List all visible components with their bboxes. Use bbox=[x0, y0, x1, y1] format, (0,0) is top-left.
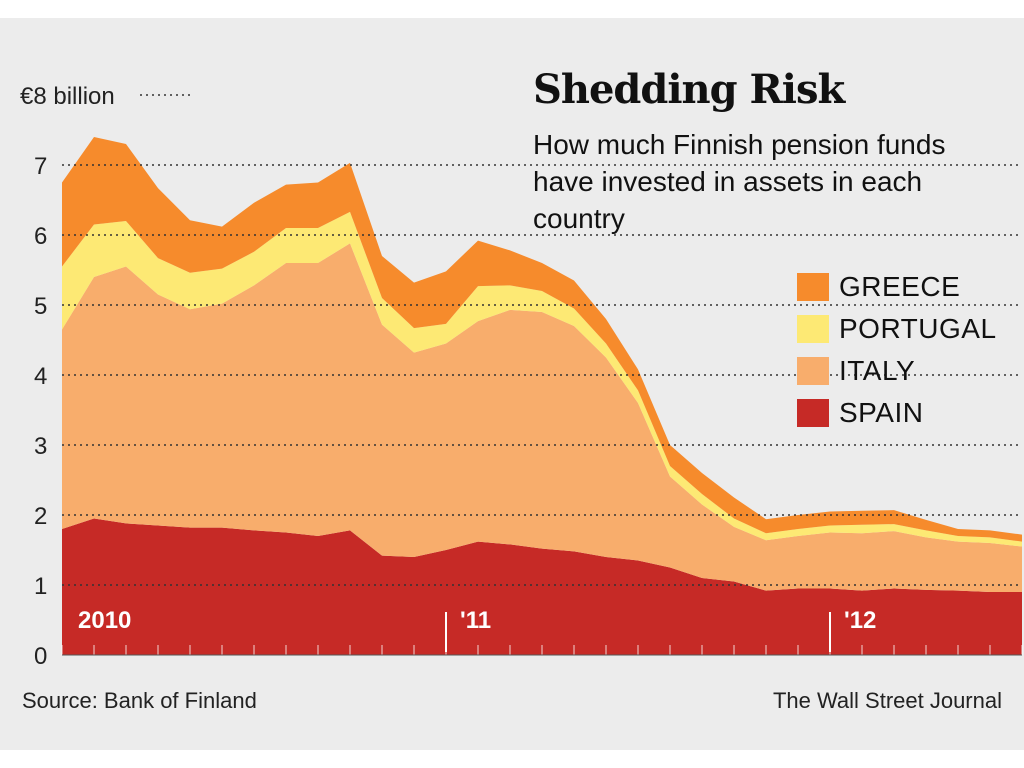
source-note: Source: Bank of Finland bbox=[22, 688, 257, 713]
y-tick-label: 4 bbox=[34, 363, 47, 390]
y-tick-label: 0 bbox=[34, 643, 47, 670]
y-tick-label: 5 bbox=[34, 293, 47, 320]
y-tick-label: 6 bbox=[34, 223, 47, 250]
legend-swatch-spain bbox=[797, 399, 829, 427]
y-tick-label: 1 bbox=[34, 573, 47, 600]
legend-label-greece: GREECE bbox=[839, 271, 961, 302]
legend-item-portugal: PORTUGAL bbox=[797, 308, 997, 350]
y-tick-label: 7 bbox=[34, 153, 47, 180]
legend-label-spain: SPAIN bbox=[839, 397, 924, 428]
legend-swatch-italy bbox=[797, 357, 829, 385]
publisher-credit: The Wall Street Journal bbox=[772, 688, 1002, 713]
legend-item-spain: SPAIN bbox=[797, 392, 997, 434]
legend-swatch-portugal bbox=[797, 315, 829, 343]
y-tick-label: €8 billion bbox=[20, 83, 115, 110]
year-label: '12 bbox=[844, 607, 876, 634]
chart-subtitle: How much Finnish pension funds have inve… bbox=[533, 129, 946, 234]
y-tick-label: 2 bbox=[34, 503, 47, 530]
legend-label-italy: ITALY bbox=[839, 355, 916, 386]
legend: GREECE PORTUGAL ITALY SPAIN bbox=[797, 266, 997, 434]
legend-label-portugal: PORTUGAL bbox=[839, 313, 997, 344]
area-italy bbox=[62, 243, 1022, 592]
legend-item-italy: ITALY bbox=[797, 350, 997, 392]
legend-item-greece: GREECE bbox=[797, 266, 997, 308]
y-tick-label: 3 bbox=[34, 433, 47, 460]
year-label: 2010 bbox=[78, 607, 131, 634]
area-spain bbox=[62, 518, 1022, 655]
chart-title: Shedding Risk bbox=[533, 66, 845, 113]
legend-swatch-greece bbox=[797, 273, 829, 301]
year-label: '11 bbox=[460, 607, 491, 634]
